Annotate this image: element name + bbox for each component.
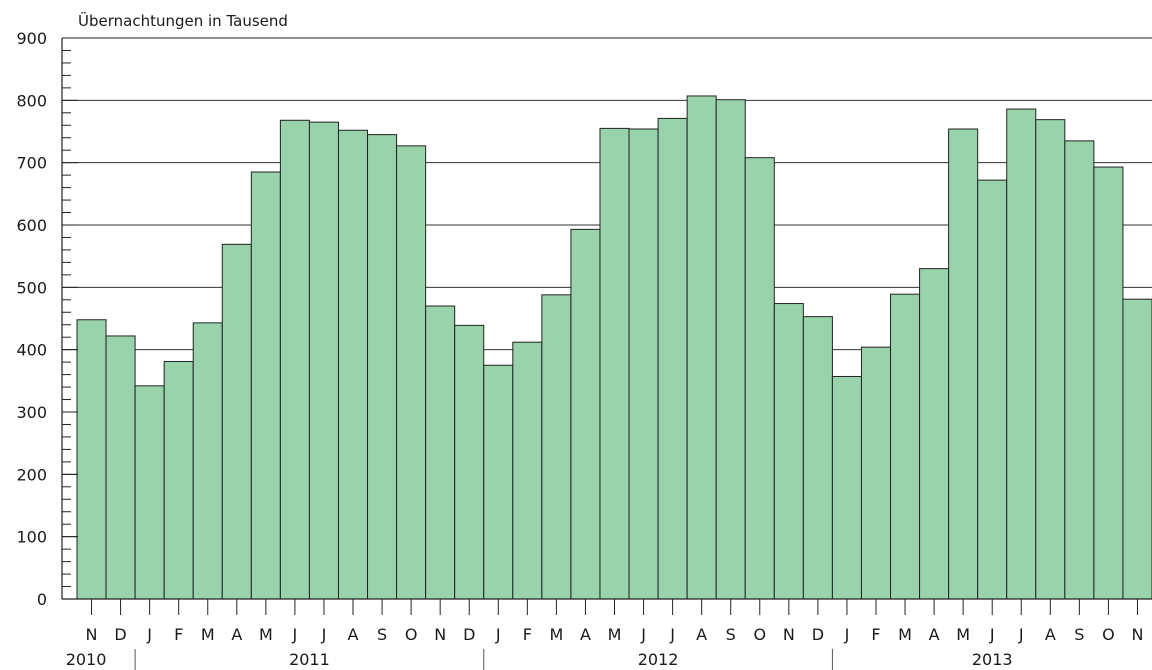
- bar: [483, 364, 514, 600]
- x-tick-label: J: [146, 625, 152, 644]
- bar: [1064, 140, 1095, 600]
- x-tick-label: J: [640, 625, 646, 644]
- x-tick-label: A: [231, 625, 242, 644]
- bar: [512, 341, 543, 600]
- bar: [628, 128, 659, 600]
- bar: [163, 361, 194, 600]
- bar: [192, 322, 223, 600]
- bar: [221, 243, 252, 600]
- bar: [425, 305, 456, 600]
- bar: [105, 335, 136, 600]
- x-tick-label: F: [523, 625, 532, 644]
- bar: [890, 293, 921, 600]
- bar: [396, 145, 427, 600]
- bar: [802, 316, 833, 600]
- bar: [308, 121, 339, 600]
- bars: [76, 95, 1152, 600]
- x-tick-label: A: [929, 625, 940, 644]
- bar: [715, 99, 746, 600]
- x-tick-label: M: [608, 625, 622, 644]
- x-tick-label: N: [86, 625, 98, 644]
- x-tick-label: A: [580, 625, 591, 644]
- bar: [977, 179, 1008, 600]
- x-tick-label: S: [1074, 625, 1084, 644]
- x-tick-label: S: [377, 625, 387, 644]
- bar: [279, 119, 310, 600]
- year-labels: 2010 2011 2012 2013: [66, 650, 1013, 669]
- x-tick-label: N: [1131, 625, 1143, 644]
- bar: [657, 117, 688, 600]
- x-tick-label: O: [753, 625, 766, 644]
- bar: [744, 157, 775, 600]
- year-label: 2011: [289, 650, 330, 669]
- x-tick-label: J: [844, 625, 850, 644]
- x-tick-label: J: [1018, 625, 1024, 644]
- bar: [773, 303, 804, 600]
- bar: [831, 375, 862, 600]
- x-tick-label: J: [292, 625, 298, 644]
- x-tick-label: M: [898, 625, 912, 644]
- bar: [919, 268, 950, 600]
- x-tick-label: D: [114, 625, 126, 644]
- bar: [860, 346, 892, 600]
- y-tick-label: 0: [37, 590, 47, 609]
- y-tick-label: 300: [16, 403, 47, 422]
- x-tick-label: M: [549, 625, 563, 644]
- y-tick-label: 400: [16, 341, 47, 360]
- y-tick-label: 900: [16, 29, 47, 48]
- x-tick-label: N: [783, 625, 795, 644]
- x-tick-label: J: [669, 625, 675, 644]
- year-label: 2012: [638, 650, 679, 669]
- x-tick-label: A: [348, 625, 359, 644]
- x-tick-label: M: [956, 625, 970, 644]
- year-label: 2010: [66, 650, 107, 669]
- x-tick-label: F: [871, 625, 880, 644]
- x-tick-label: S: [726, 625, 736, 644]
- year-label: 2013: [972, 650, 1013, 669]
- y-tick-labels: 0 100 200 300 400 500 600 700 800 900: [16, 29, 47, 609]
- bar: [337, 129, 369, 600]
- x-tick-label: J: [495, 625, 501, 644]
- x-tick-label: D: [463, 625, 475, 644]
- bar: [250, 171, 281, 600]
- bar: [454, 324, 485, 600]
- y-tick-label: 200: [16, 465, 47, 484]
- bar: [599, 127, 630, 600]
- y-axis-unit-label: Übernachtungen in Tausend: [78, 11, 288, 30]
- bar: [1093, 166, 1124, 600]
- y-tick-label: 700: [16, 154, 47, 173]
- y-tick-label: 500: [16, 278, 47, 297]
- bar: [134, 385, 165, 600]
- bar: [686, 95, 717, 600]
- bar: [76, 319, 107, 600]
- bar: [541, 294, 572, 600]
- bar: [1122, 298, 1152, 600]
- bar: [948, 128, 979, 600]
- x-tick-label: A: [1045, 625, 1056, 644]
- bar: [1035, 119, 1066, 600]
- axes: [61, 37, 1152, 670]
- y-tick-label: 800: [16, 91, 47, 110]
- x-tick-label: J: [321, 625, 327, 644]
- x-tick-label: J: [989, 625, 995, 644]
- x-tick-label: O: [405, 625, 418, 644]
- x-tick-label: O: [1102, 625, 1115, 644]
- x-tick-label: A: [696, 625, 707, 644]
- bar: [367, 134, 398, 600]
- x-tick-label: D: [812, 625, 824, 644]
- x-tick-label: M: [259, 625, 273, 644]
- x-tick-label: M: [201, 625, 215, 644]
- y-tick-label: 600: [16, 216, 47, 235]
- bar: [1006, 108, 1037, 600]
- x-tick-label: N: [434, 625, 446, 644]
- bar: [570, 228, 601, 600]
- y-tick-label: 100: [16, 528, 47, 547]
- x-tick-label: F: [174, 625, 183, 644]
